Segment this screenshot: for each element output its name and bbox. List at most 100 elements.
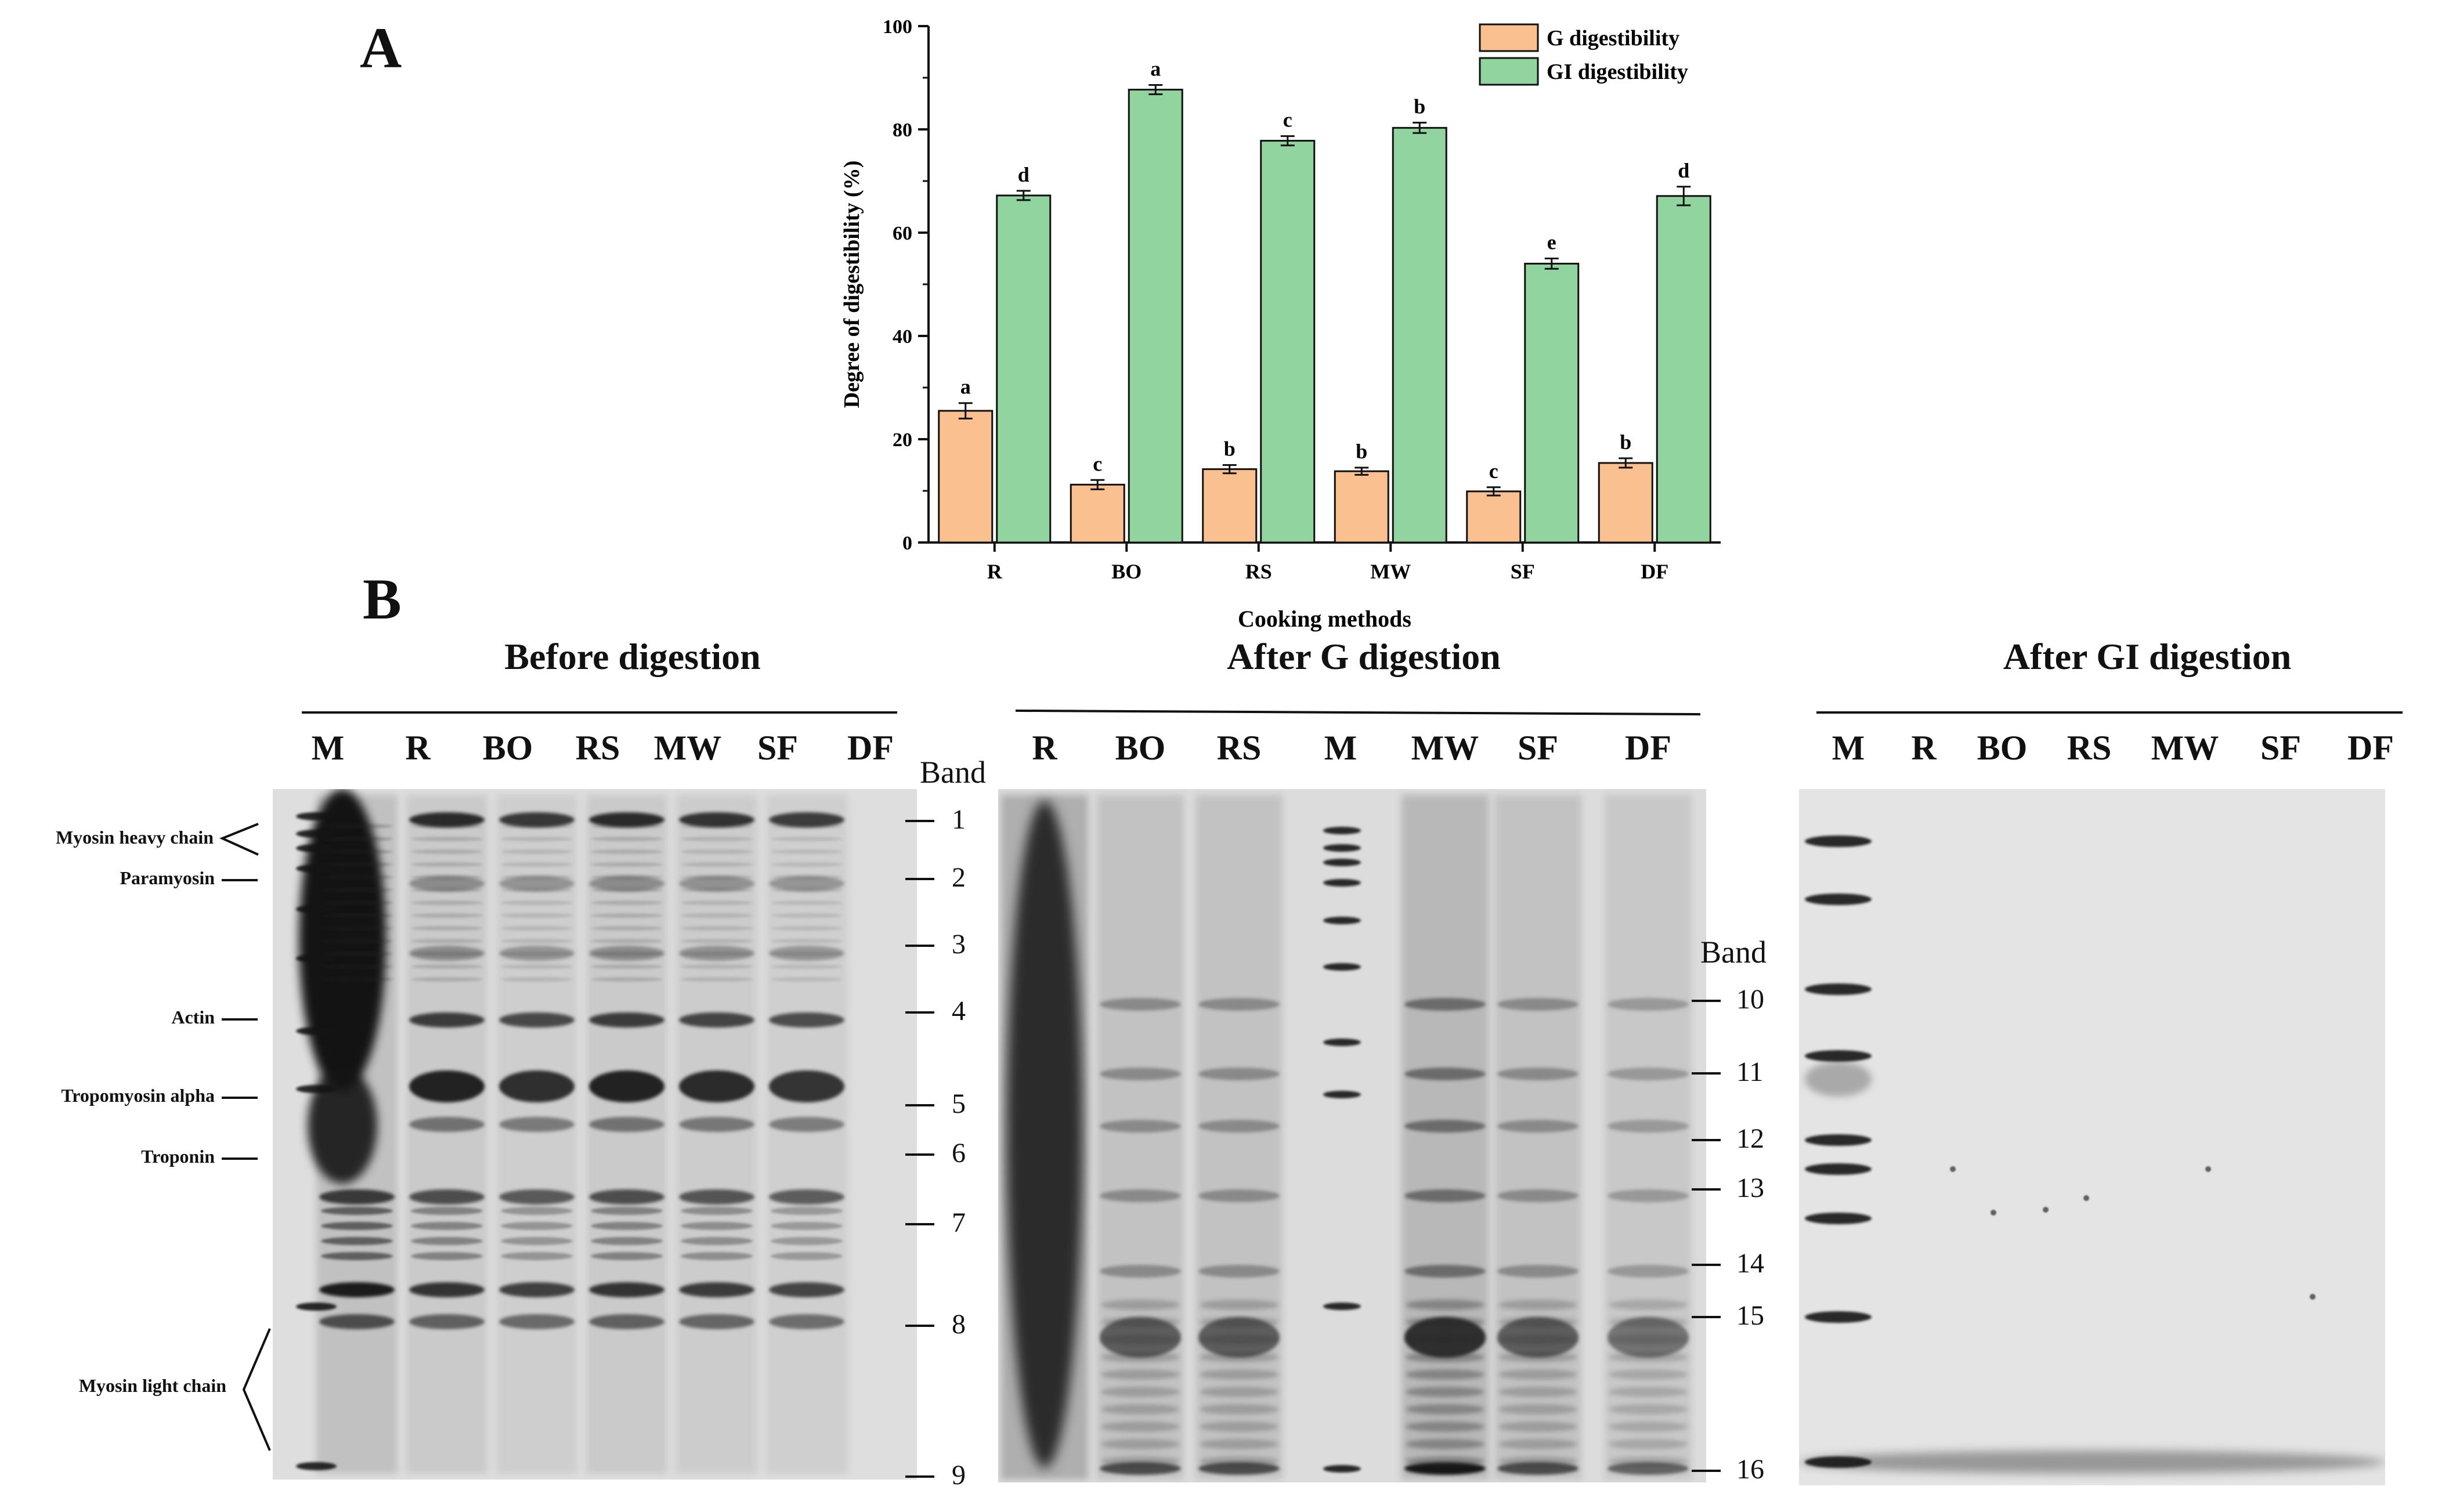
gel-band [679,1012,754,1028]
gel-band [769,812,844,827]
gel-band [1200,1300,1278,1310]
gel-band [321,900,393,905]
gel-band [771,952,843,956]
gel-band [1323,1091,1361,1098]
band-tick [1692,1188,1721,1191]
gel-band [1609,1317,1688,1327]
gel-band [1406,1334,1484,1345]
y-tick-label: 20 [893,429,912,451]
gel-band [1200,1421,1278,1432]
gel-band [1198,1120,1280,1133]
gel-band [771,837,843,841]
gel-band [409,1314,485,1329]
gel-band [591,888,663,892]
lane-label-mw: MW [653,729,722,767]
bar [1128,88,1183,544]
band-number-8: 8 [952,1309,966,1340]
gel-band [769,1012,844,1028]
band-number-11: 11 [1736,1057,1764,1087]
gel-band [1198,1265,1280,1278]
gel-band [409,1070,485,1102]
gel-band [1100,998,1181,1011]
gel-band [1498,1352,1577,1362]
gel-band [679,1282,754,1297]
gel-band [1101,1404,1180,1415]
gel-band [1609,1456,1688,1467]
gel-band [769,1117,844,1132]
gel-band [411,1222,483,1230]
gel-band [501,926,573,931]
gel-band [1406,1369,1484,1380]
gel-band [501,952,573,956]
gel-band [296,1303,337,1311]
gel-band [411,952,483,956]
gel-band [771,849,843,854]
gel-band [1198,1462,1280,1475]
gel-band [681,1252,753,1260]
gel-lane [1494,795,1581,1480]
gel-band [1805,1456,1872,1468]
gel-band [591,1207,663,1215]
gel-band [1991,1210,1996,1216]
lane-label-bo: BO [1977,729,2028,767]
band-number-6: 6 [952,1138,966,1169]
significance-letter: c [1489,460,1498,483]
after-g-title-rule [1015,709,1701,716]
gel-band [411,1237,483,1245]
gel-band [409,1189,485,1204]
band-tick [905,1153,934,1156]
significance-letter: c [1283,108,1292,132]
gel-band [296,812,337,820]
legend-label: G digestibility [1547,26,1679,50]
gel-band [1498,1404,1577,1415]
gel-band [1100,1189,1181,1202]
band-tick [1692,1470,1721,1472]
gel-band [1404,1189,1486,1202]
gel-band [411,862,483,867]
x-tick-label: BO [1111,560,1142,583]
lane-label-mw: MW [1411,729,1479,767]
gel-band [501,824,573,829]
gel-band [591,837,663,841]
gel-band [589,1070,664,1102]
gel-band [411,964,483,969]
gel-band [681,824,753,829]
gel-band [411,875,483,880]
band-number-9: 9 [952,1460,966,1491]
gel-band [1497,1120,1579,1133]
after-g-digestion-gel [998,789,1706,1482]
lane-label-sf: SF [2260,729,2302,767]
band-number-5: 5 [952,1088,966,1119]
lane-label-r: R [405,729,431,767]
band-tick [905,1475,934,1478]
lane-label-df: DF [1625,729,1671,767]
gel-band [681,849,753,854]
gel-band [1406,1317,1484,1327]
gel-band [501,862,573,867]
protein-tick [222,1097,258,1099]
gel-band [299,789,386,1091]
band-tick [905,820,934,822]
gel-band [1608,1265,1689,1278]
gel-band [1100,1462,1181,1475]
gel-band [411,939,483,943]
before-band-title: Band [920,755,986,790]
gel-band [499,812,575,827]
gel-band [409,1117,485,1132]
gel-band [1609,1352,1688,1362]
protein-tick [222,879,258,881]
gel-band [411,900,483,905]
gel-band [771,977,843,982]
gel-band [499,1012,575,1028]
gel-band [771,888,843,892]
gel-band [589,1117,664,1132]
gel-band [501,977,573,982]
band-number-1: 1 [952,804,966,835]
gel-band [1609,1334,1688,1345]
gel-band [1323,963,1361,971]
gel-band [1608,1068,1689,1080]
gel-band [1498,1421,1577,1432]
gel-band [499,946,575,961]
band-number-13: 13 [1736,1173,1764,1203]
gel-band [771,824,843,829]
